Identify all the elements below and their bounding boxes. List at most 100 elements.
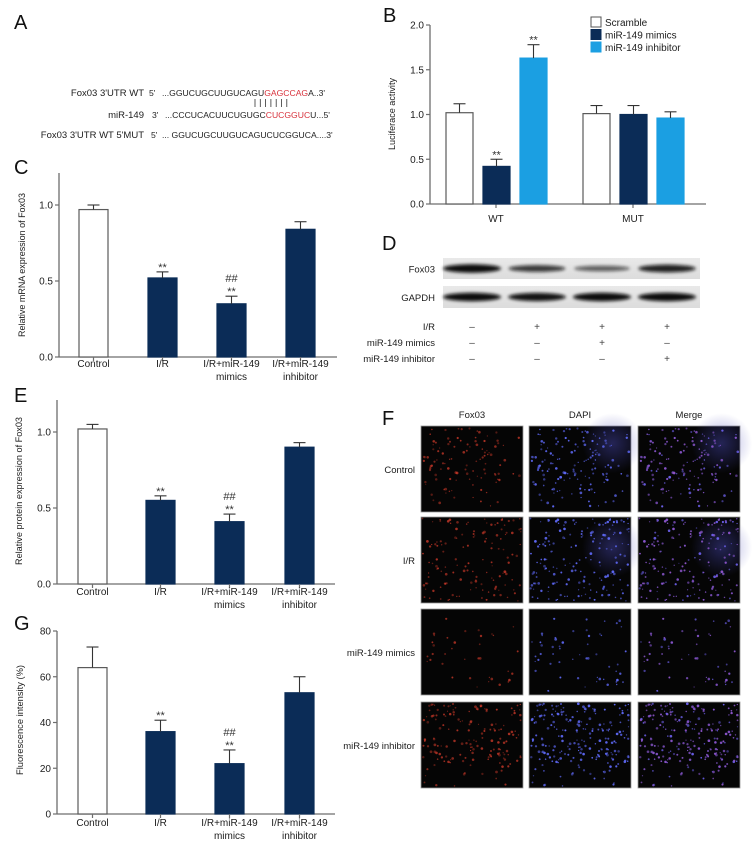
nucleus-dot (681, 468, 684, 471)
nucleus-dot (563, 752, 567, 756)
nucleus-dot (476, 430, 479, 432)
nucleus-dot (694, 556, 696, 559)
nucleus-dot (497, 442, 500, 445)
nucleus-dot (435, 564, 438, 568)
nucleus-dot (548, 570, 551, 573)
nucleus-dot (614, 494, 617, 497)
nucleus-dot (680, 772, 683, 775)
panel-a-sequence-alignment: A Fox03 3'UTR WT 5' ...GGUCUGCUUGUCAGUGA… (14, 12, 333, 141)
nucleus-dot (519, 518, 521, 520)
nucleus-dot (685, 739, 687, 741)
nucleus-dot (705, 753, 708, 756)
nucleus-dot (572, 658, 574, 660)
nucleus-dot (433, 743, 437, 747)
nucleus-dot (438, 726, 442, 730)
nucleus-dot (721, 758, 723, 761)
nucleus-dot (669, 750, 672, 752)
nucleus-dot (626, 563, 629, 566)
nucleus-dot (595, 653, 598, 656)
treatment-sign: – (534, 338, 540, 349)
nucleus-dot (676, 578, 679, 581)
micrograph-frame (637, 608, 741, 696)
nucleus-dot (644, 734, 647, 737)
y-tick-label: 2.0 (410, 21, 424, 32)
nucleus-dot (693, 475, 695, 477)
nucleus-dot (547, 468, 550, 471)
nucleus-dot (663, 637, 666, 639)
nucleus-dot (643, 456, 646, 459)
nucleus-dot (708, 542, 710, 544)
nucleus-dot (730, 712, 733, 714)
nucleus-dot (444, 542, 447, 545)
nucleus-dot (680, 569, 683, 572)
nucleus-dot (519, 719, 522, 722)
nucleus-dot (451, 676, 454, 679)
nucleus-dot (579, 491, 583, 495)
nucleus-dot (675, 472, 678, 475)
nucleus-dot (519, 756, 522, 759)
nucleus-dot (736, 543, 738, 546)
nucleus-dot (730, 542, 733, 545)
nucleus-dot (651, 473, 655, 477)
nucleus-dot (707, 678, 710, 680)
nucleus-dot (693, 475, 696, 477)
nucleus-dot (595, 591, 598, 593)
nucleus-dot (688, 752, 691, 754)
nucleus-dot (543, 770, 545, 772)
bar (445, 112, 474, 205)
nucleus-dot (569, 533, 572, 536)
nucleus-dot (699, 559, 701, 561)
nucleus-dot (703, 743, 706, 745)
nucleus-dot (517, 734, 520, 736)
nucleus-dot (663, 636, 666, 639)
nucleus-dot (459, 578, 462, 581)
nucleus-dot (627, 522, 629, 525)
nucleus-dot (695, 657, 699, 660)
nucleus-dot (544, 459, 546, 461)
nucleus-dot (656, 598, 659, 600)
nucleus-dot (544, 708, 547, 712)
nucleus-dot (652, 558, 655, 561)
nucleus-dot (497, 472, 500, 475)
nucleus-dot (661, 653, 664, 655)
nucleus-dot (579, 758, 583, 762)
protein-band (443, 292, 501, 302)
nucleus-dot (542, 718, 545, 721)
nucleus-dot (572, 629, 575, 633)
nucleus-dot (459, 753, 462, 756)
nucleus-dot (507, 519, 510, 523)
nucleus-dot (610, 752, 612, 754)
nucleus-dot (656, 689, 659, 692)
nucleus-dot (614, 545, 618, 548)
significance-marker: ** (158, 262, 167, 274)
nucleus-dot (720, 459, 723, 462)
nucleus-dot (498, 478, 501, 482)
nucleus-dot (717, 519, 720, 521)
nucleus-dot (656, 590, 658, 593)
nucleus-dot (696, 643, 698, 645)
nucleus-dot (688, 483, 691, 486)
nucleus-dot (725, 732, 728, 735)
nucleus-dot (583, 575, 586, 578)
nucleus-dot (502, 572, 504, 574)
nucleus-dot (652, 784, 655, 787)
nucleus-dot (626, 433, 628, 436)
nucleus-dot (591, 439, 594, 443)
nucleus-dot (577, 749, 580, 752)
nucleus-dot (642, 483, 644, 485)
nucleus-dot (545, 531, 548, 534)
nucleus-dot (725, 663, 728, 666)
nucleus-dot (486, 435, 489, 437)
nucleus-dot (602, 524, 604, 526)
row-label: Control (384, 465, 415, 476)
nucleus-dot (692, 575, 695, 578)
nucleus-dot (712, 620, 715, 622)
sequence-row-mut: Fox03 3'UTR WT 5'MUT 5' ... GGUCUGCUUGUC… (41, 130, 333, 141)
nucleus-dot (652, 714, 655, 717)
nucleus-dot (620, 626, 623, 628)
nucleus-dot (646, 750, 650, 754)
nucleus-dot (613, 740, 616, 743)
nucleus-dot (693, 728, 696, 730)
nucleus-dot (495, 777, 498, 780)
